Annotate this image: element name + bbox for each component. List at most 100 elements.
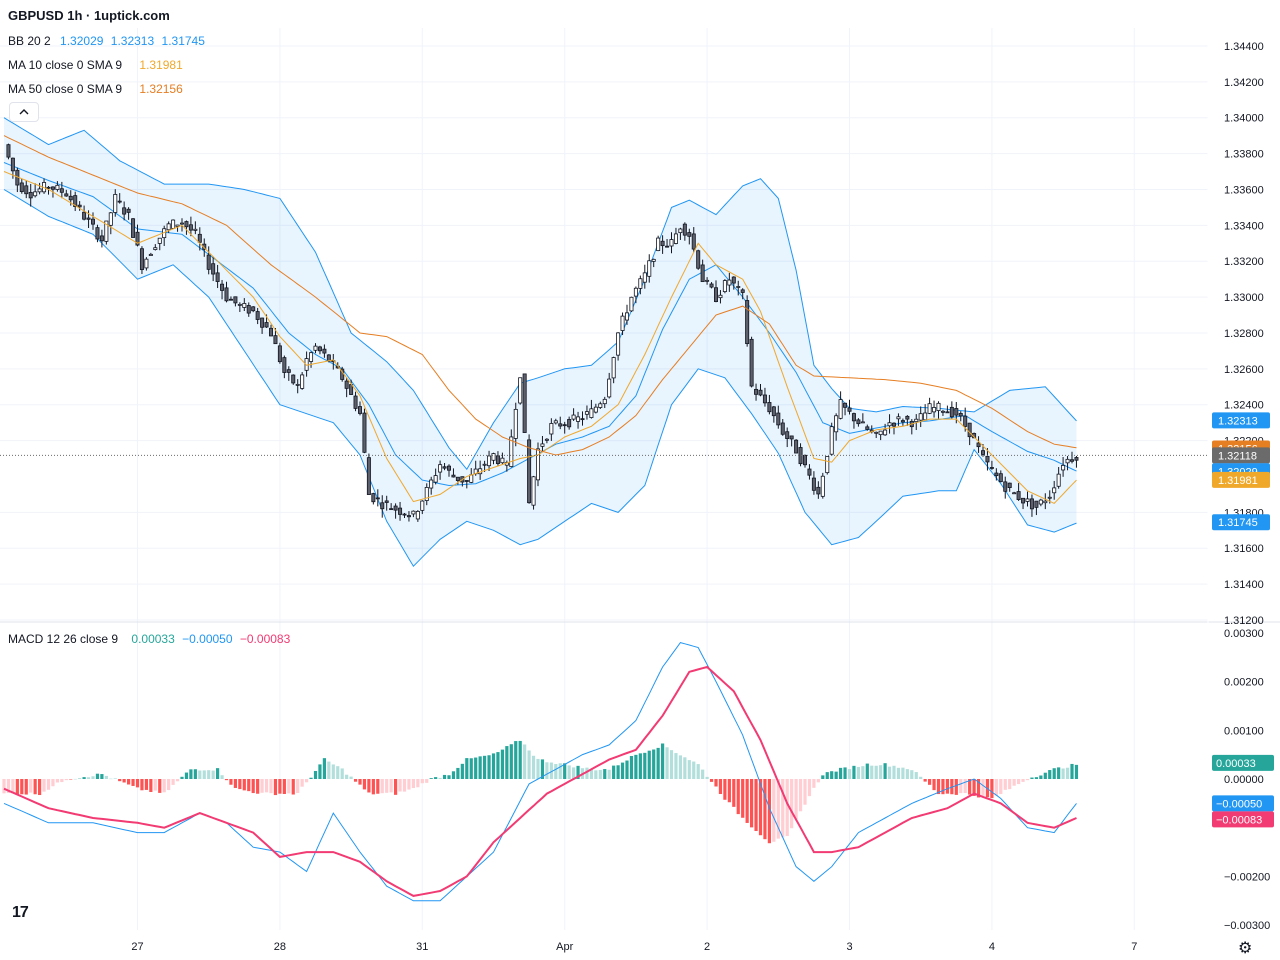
candle — [660, 235, 665, 254]
candle — [286, 366, 291, 381]
legend-ma10[interactable]: MA 10 close 0 SMA 9 1.31981 — [8, 58, 183, 72]
macd-histogram-bar — [224, 779, 229, 781]
candle — [1021, 497, 1026, 510]
tradingview-logo-icon[interactable]: 17 — [12, 904, 29, 922]
candle-body — [620, 315, 625, 331]
candle-body — [117, 200, 122, 203]
price-tag: 1.31745 — [1212, 514, 1270, 531]
candle — [576, 411, 581, 429]
macd-histogram-bar — [95, 773, 100, 779]
macd-histogram-bar — [567, 765, 571, 779]
price-tag-text: 1.32313 — [1218, 415, 1258, 427]
macd-histogram-bar — [331, 764, 335, 779]
candle — [745, 295, 750, 347]
candle — [749, 336, 754, 388]
candle-body — [139, 248, 144, 271]
candle — [139, 246, 144, 275]
candle — [518, 377, 523, 405]
macd-histogram-bar — [42, 779, 46, 792]
candle — [771, 405, 776, 423]
legend-ma10-value: 1.31981 — [139, 58, 183, 72]
macd-histogram-bar — [82, 777, 86, 779]
macd-histogram-bar — [1074, 764, 1079, 779]
candle — [914, 414, 919, 431]
macd-histogram-bar — [86, 777, 91, 779]
macd-histogram-bar — [990, 779, 994, 799]
candle — [789, 435, 794, 447]
macd-histogram-bar — [919, 776, 923, 779]
macd-histogram-bar — [812, 779, 816, 788]
candle-body — [37, 188, 42, 193]
candle-body — [820, 475, 825, 497]
price-tag-text: 1.31981 — [1218, 475, 1258, 487]
candle — [945, 405, 950, 414]
candle — [300, 372, 305, 390]
macd-histogram-bar — [968, 779, 972, 795]
legend-bb[interactable]: BB 20 2 1.32029 1.32313 1.31745 — [8, 34, 205, 48]
candle — [843, 402, 848, 416]
price-tick-label: 1.34000 — [1224, 113, 1264, 125]
candle — [1052, 480, 1057, 500]
candle-body — [491, 453, 496, 461]
candle — [687, 228, 692, 245]
macd-histogram-bar — [442, 774, 447, 779]
macd-histogram-bar — [2, 779, 6, 794]
candle — [24, 180, 29, 199]
macd-histogram-bar — [531, 755, 536, 779]
macd-histogram-bar — [540, 759, 545, 779]
macd-histogram-bar — [674, 753, 678, 779]
price-tick-label: 1.31600 — [1224, 543, 1264, 555]
candle — [900, 418, 905, 426]
macd-histogram-bar — [313, 770, 318, 779]
candle — [785, 427, 790, 448]
macd-histogram-bar — [883, 763, 887, 779]
candle-body — [166, 223, 171, 231]
collapse-legend-button[interactable] — [9, 102, 39, 122]
candle-body — [317, 346, 322, 352]
macd-histogram-bar — [242, 779, 246, 791]
macd-histogram-bar — [545, 762, 549, 779]
candle-body — [598, 403, 603, 408]
candle — [144, 257, 149, 271]
legend-macd[interactable]: MACD 12 26 close 9 0.00033 −0.00050 −0.0… — [8, 632, 290, 646]
macd-histogram-bar — [465, 758, 469, 779]
candle — [211, 256, 216, 282]
candle-body — [580, 418, 585, 421]
macd-histogram-bar — [469, 758, 473, 779]
candle — [682, 222, 687, 241]
candle-body — [264, 322, 269, 328]
macd-histogram-bar — [216, 768, 220, 779]
macd-histogram-bar — [718, 779, 723, 795]
candle-body — [829, 426, 834, 455]
candle-body — [838, 399, 843, 419]
macd-histogram-bar — [207, 770, 211, 779]
macd-histogram-bar — [38, 779, 42, 796]
candle — [19, 178, 24, 194]
price-tick-label: 1.33600 — [1224, 184, 1264, 196]
candle — [491, 452, 496, 465]
gear-icon[interactable]: ⚙ — [1238, 940, 1253, 957]
candle — [380, 495, 385, 518]
macd-histogram-bar — [318, 764, 322, 779]
legend-ma50[interactable]: MA 50 close 0 SMA 9 1.32156 — [8, 82, 183, 96]
candle-body — [282, 357, 287, 373]
macd-histogram-bar — [865, 763, 869, 779]
macd-histogram-bar — [15, 779, 19, 795]
macd-histogram-bar — [763, 779, 767, 840]
macd-histogram-bar — [198, 770, 202, 779]
candle — [37, 182, 42, 195]
candle-body — [544, 438, 549, 441]
candle-body — [393, 505, 398, 511]
legend-bb-lower: 1.31745 — [161, 34, 205, 48]
price-tag-bg — [1212, 471, 1270, 488]
candle — [767, 394, 772, 415]
candle — [131, 218, 136, 238]
candle — [433, 468, 438, 485]
legend-ma50-value: 1.32156 — [139, 82, 183, 96]
macd-value-tag-text: −0.00083 — [1216, 814, 1262, 826]
candle — [602, 396, 607, 409]
time-tick-label: Apr — [556, 941, 573, 953]
candle-body — [700, 264, 705, 283]
candle-body — [745, 300, 750, 345]
macd-histogram-bar — [460, 763, 464, 779]
